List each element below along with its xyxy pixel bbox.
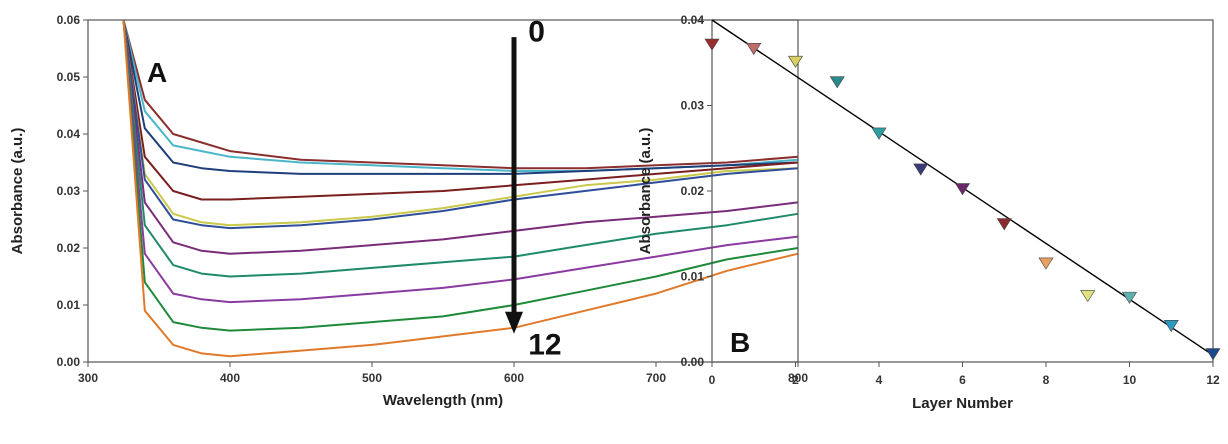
panel-b-data-point-8 — [1038, 257, 1054, 270]
panel-b-data-point-7 — [996, 218, 1012, 231]
panel-b-x-tick-label: 2 — [792, 373, 799, 387]
panel-b-letter: B — [730, 327, 750, 358]
panel-b-data-point-9 — [1080, 290, 1096, 303]
panel-b-x-tick-label: 4 — [876, 373, 883, 387]
panel-a-series-line-4 — [122, 19, 799, 227]
panel-b-data-point-11 — [1163, 320, 1179, 333]
panel-a-x-tick-label: 700 — [646, 371, 666, 385]
panel-b-y-tick-label: 0.01 — [681, 270, 705, 284]
panel-a-series-line-2 — [122, 19, 799, 175]
panel-a-y-tick-label: 0.01 — [57, 298, 81, 312]
panel-b-data-point-1 — [746, 43, 762, 56]
panel-b-y-tick-label: 0.04 — [681, 13, 705, 27]
panel-a-x-tick-label: 400 — [220, 371, 240, 385]
panel-b-x-axis-label: Layer Number — [912, 395, 1013, 412]
panel-a-arrow — [505, 37, 523, 334]
panel-a-series-line-9 — [122, 19, 799, 332]
panel-a-series-line-5 — [122, 19, 799, 230]
panel-a-annotation-end: 12 — [528, 328, 561, 361]
panel-a-y-tick-label: 0.03 — [57, 184, 81, 198]
panel-a-series-group — [122, 19, 799, 358]
panel-a-axes: 300 400 500 600 700 800 0.00 0.01 0.02 0.03 0.04 0.… — [57, 13, 809, 385]
panel-a-y-tick-label: 0.04 — [57, 127, 81, 141]
panel-b-data-point-12 — [1205, 348, 1221, 361]
panel-a-y-axis-label: Absorbance (a.u.) — [9, 128, 26, 255]
panel-b-points-group — [704, 38, 1221, 361]
panel-b-data-point-0 — [704, 38, 720, 51]
panel-b-x-tick-label: 12 — [1206, 373, 1220, 387]
panel-a-series-line-0 — [122, 19, 799, 170]
panel-a-x-tick-label: 300 — [78, 371, 98, 385]
chart-panel-b: 0 2 4 6 8 10 12 0.00 0.01 0.02 0.03 0.04 B Layer Nu… — [637, 13, 1221, 412]
panel-a-series-line-8 — [122, 19, 799, 304]
panel-b-data-point-2 — [787, 55, 804, 68]
panel-a-x-tick-label: 600 — [504, 371, 524, 385]
panel-b-data-point-5 — [913, 163, 929, 176]
panel-b-x-tick-label: 8 — [1043, 373, 1050, 387]
panel-a-series-line-7 — [122, 19, 799, 278]
panel-a-series-line-6 — [122, 19, 799, 255]
panel-a-y-tick-label: 0.00 — [57, 355, 81, 369]
panel-b-axes: 0 2 4 6 8 10 12 0.00 0.01 0.02 0.03 0.04 — [681, 13, 1220, 387]
panel-b-x-tick-label: 6 — [959, 373, 966, 387]
panel-b-data-point-10 — [1121, 291, 1138, 304]
panel-b-data-point-4 — [871, 127, 887, 140]
panel-b-y-axis-label: Absorbance (a.u.) — [637, 128, 654, 255]
panel-a-y-tick-label: 0.06 — [57, 13, 81, 27]
panel-b-data-point-3 — [829, 76, 845, 89]
panel-a-series-line-10 — [122, 19, 799, 358]
panel-b-x-tick-label: 10 — [1123, 373, 1137, 387]
panel-b-y-tick-label: 0.03 — [681, 99, 705, 113]
panel-a-x-tick-label: 500 — [362, 371, 382, 385]
panel-b-y-tick-label: 0.02 — [681, 184, 705, 198]
panel-a-x-axis-label: Wavelength (nm) — [383, 392, 503, 409]
panel-b-y-tick-label: 0.00 — [681, 355, 705, 369]
panel-a-arrow-head — [505, 311, 523, 334]
panel-b-x-tick-label: 0 — [709, 373, 716, 387]
panel-a-series-line-3 — [122, 19, 799, 201]
panel-a-series-line-1 — [122, 19, 799, 172]
panel-b-data-point-6 — [954, 183, 971, 196]
panel-a-x-tick-label: 800 — [788, 371, 808, 385]
panel-a-letter: A — [147, 57, 167, 88]
panel-a-annotation-start: 0 — [528, 15, 545, 48]
panel-a-y-tick-label: 0.02 — [57, 241, 81, 255]
chart-panel-a: 300 400 500 600 700 800 0.00 0.01 0.02 0.03 0.04 0.… — [9, 13, 808, 409]
panel-a-y-tick-label: 0.05 — [57, 70, 81, 84]
